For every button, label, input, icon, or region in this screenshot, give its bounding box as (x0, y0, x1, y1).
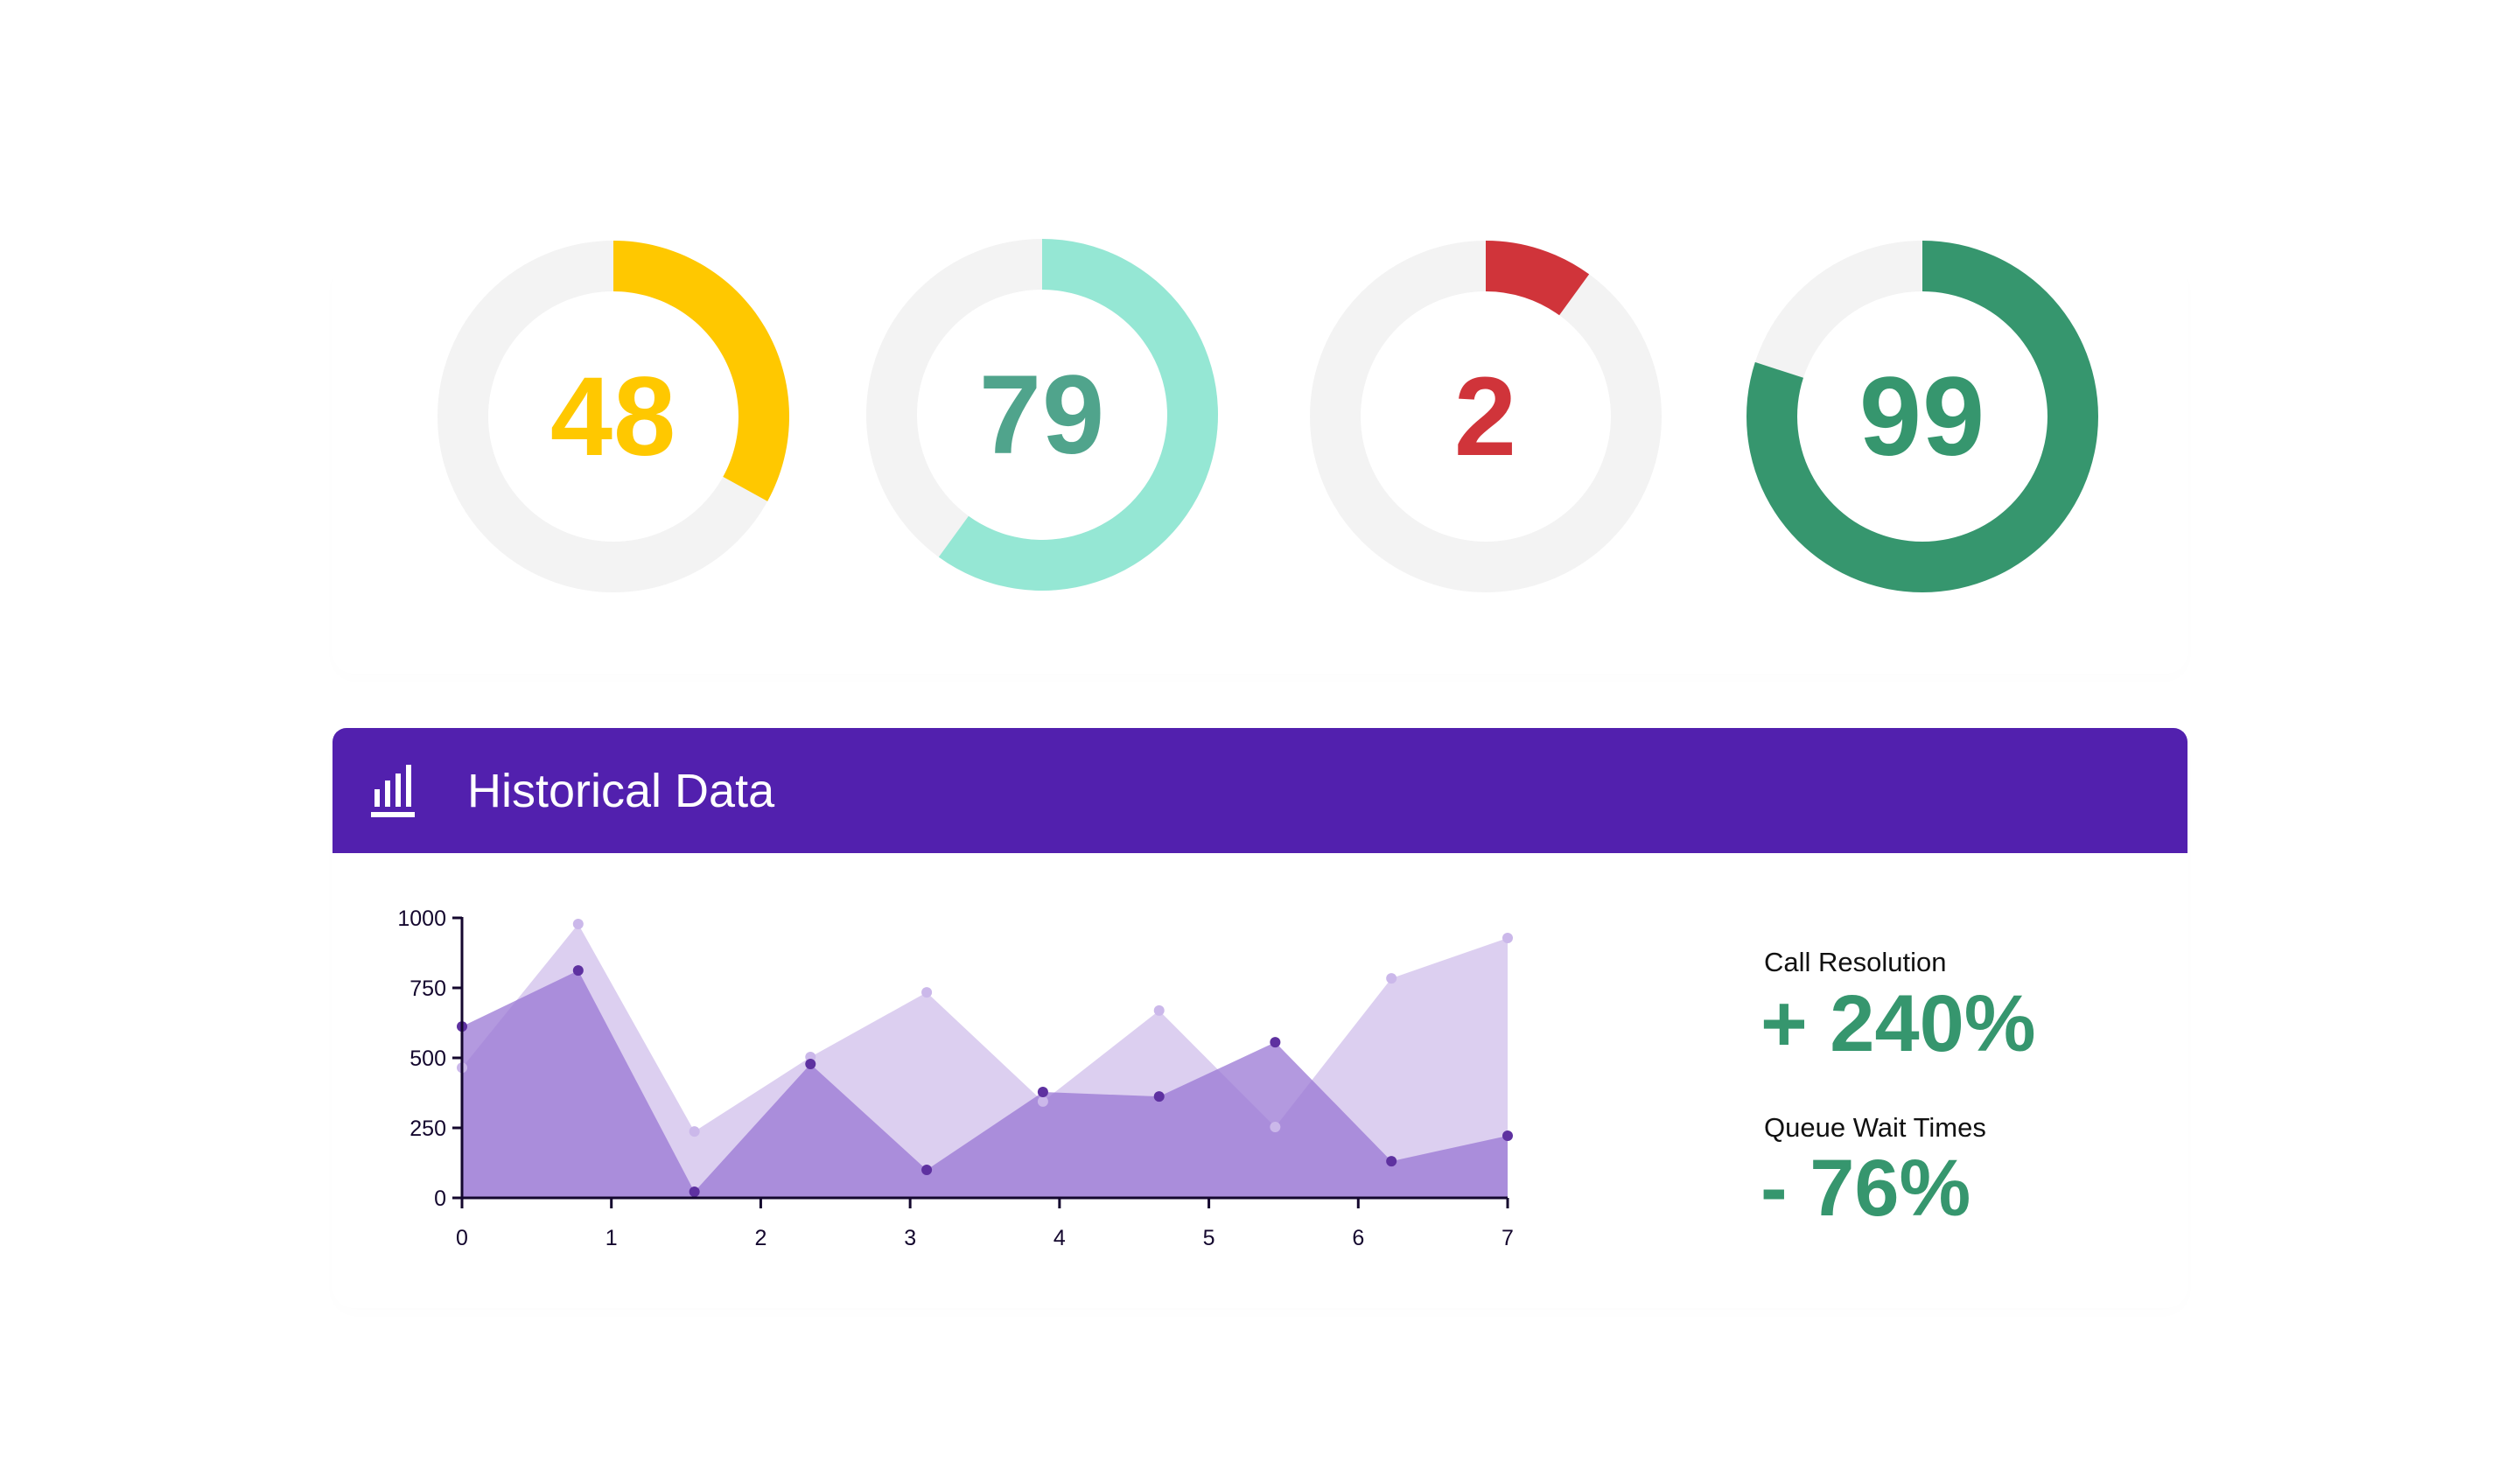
x-tick-label: 1 (606, 1226, 618, 1250)
bar-chart-icon (371, 764, 418, 817)
data-point (1502, 1130, 1513, 1141)
data-point (1270, 1037, 1281, 1048)
x-tick-label: 0 (456, 1226, 468, 1250)
data-point (921, 1165, 933, 1175)
queue-wait-times-value: - 76% (1760, 1144, 1971, 1233)
x-tick-label: 5 (1203, 1226, 1215, 1250)
data-point (1270, 1122, 1281, 1133)
gauge-ring (1746, 241, 2098, 592)
y-tick-label: 250 (410, 1116, 446, 1141)
gauge-ring (438, 241, 789, 592)
gauge-arc (1486, 241, 1590, 316)
y-tick-label: 1000 (397, 906, 446, 931)
historical-area-chart: 0 250 500 750 1000 0 1 2 3 4 5 6 7 (376, 901, 1558, 1269)
data-point (572, 965, 584, 976)
x-tick-label: 2 (754, 1226, 766, 1250)
data-point (1153, 1004, 1165, 1016)
queue-wait-times-label: Queue Wait Times (1764, 1112, 1986, 1143)
data-point (921, 987, 933, 998)
gauges-card (332, 262, 2188, 674)
data-point (689, 1186, 700, 1197)
historical-data-header: Historical Data (332, 728, 2188, 853)
y-tick-label: 500 (410, 1046, 446, 1071)
data-point (1386, 973, 1397, 984)
x-tick-label: 6 (1352, 1226, 1364, 1250)
call-resolution-value: + 240% (1760, 979, 2036, 1068)
y-tick-label: 0 (434, 1186, 446, 1211)
gauge-value: 48 (550, 354, 677, 480)
data-point (1502, 933, 1513, 944)
gauge-ring (866, 239, 1218, 591)
gauge-arc (938, 239, 1218, 591)
data-point (1153, 1091, 1165, 1102)
gauge-2: 2 (1309, 240, 1662, 593)
data-point (1386, 1156, 1397, 1167)
historical-data-title: Historical Data (467, 764, 775, 817)
data-point (1037, 1087, 1048, 1098)
gauge-ring (1310, 241, 1662, 592)
gauge-value: 2 (1453, 354, 1518, 480)
call-resolution-label: Call Resolution (1764, 947, 1947, 977)
y-tick-label: 750 (410, 976, 446, 1001)
gauge-arc (613, 241, 789, 501)
gauge-79: 79 (865, 238, 1219, 592)
gauge-value: 79 (978, 352, 1106, 478)
x-tick-label: 4 (1054, 1226, 1066, 1250)
x-tick-label: 7 (1502, 1226, 1514, 1250)
x-tick-label: 3 (904, 1226, 916, 1250)
gauge-99: 99 (1746, 240, 2099, 593)
data-point (689, 1126, 700, 1138)
gauge-value: 99 (1858, 354, 1986, 480)
gauge-48: 48 (437, 240, 790, 593)
data-point (572, 919, 584, 930)
series-dark-area (462, 970, 1508, 1198)
data-point (1037, 1096, 1048, 1107)
data-point (805, 1059, 816, 1070)
